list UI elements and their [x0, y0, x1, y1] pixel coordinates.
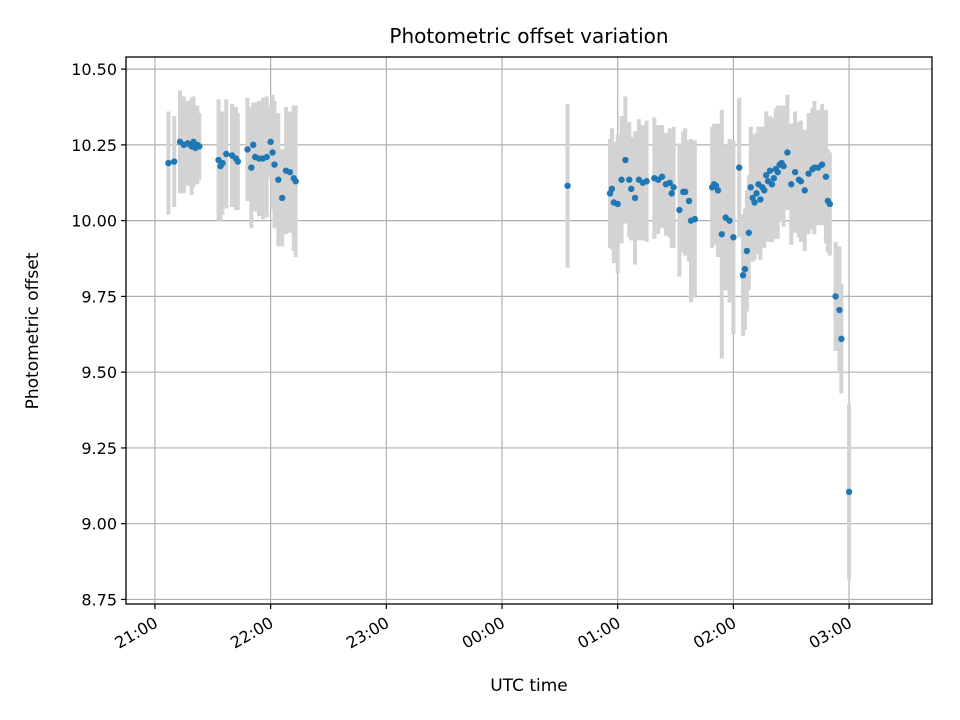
data-point: [797, 178, 805, 185]
data-point: [670, 184, 677, 191]
data-point: [292, 178, 299, 185]
data-point: [564, 182, 571, 189]
data-point: [171, 158, 178, 165]
y-axis-title: Photometric offset: [23, 252, 43, 409]
data-point: [745, 229, 753, 236]
data-point: [762, 171, 770, 179]
data-point: [627, 185, 635, 193]
data-point: [622, 156, 629, 164]
y-tick-label: 9.75: [81, 287, 117, 306]
plot-frame: [125, 56, 933, 605]
data-point: [618, 176, 625, 183]
x-tick-label: 23:00: [343, 613, 392, 653]
data-point: [219, 159, 226, 167]
data-point: [666, 179, 673, 186]
data-point: [801, 187, 808, 194]
data-point: [626, 176, 633, 183]
y-tick-label: 9.25: [81, 439, 117, 458]
data-point: [250, 141, 257, 149]
data-point: [845, 488, 853, 496]
chart-title: Photometric offset variation: [389, 24, 668, 48]
data-point: [267, 138, 274, 146]
data-point: [743, 247, 751, 255]
data-point: [822, 173, 830, 180]
x-tick-label: 02:00: [690, 613, 739, 653]
data-point: [735, 164, 743, 171]
data-point: [681, 188, 689, 196]
x-axis-title: UTC time: [490, 676, 568, 696]
data-point: [730, 234, 737, 241]
data-point: [826, 200, 834, 208]
data-point: [753, 190, 760, 197]
y-tick-label: 9.00: [81, 515, 117, 534]
data-point: [691, 215, 699, 223]
data-point: [269, 149, 276, 156]
data-point: [275, 176, 282, 183]
data-point: [818, 161, 826, 168]
data-point: [668, 190, 675, 197]
data-point: [286, 168, 294, 176]
data-point: [770, 175, 778, 182]
y-tick-label: 10.25: [71, 136, 117, 155]
data-point: [608, 185, 616, 193]
data-point: [223, 150, 230, 158]
data-point: [685, 197, 693, 205]
data-point: [658, 173, 666, 180]
y-tick-label: 8.75: [81, 590, 117, 609]
data-point: [805, 170, 812, 177]
y-tick-label: 9.50: [81, 363, 117, 382]
data-point: [780, 162, 787, 170]
data-point: [836, 306, 843, 314]
data-point: [766, 167, 774, 174]
y-tick-label: 10.00: [71, 212, 117, 231]
data-point: [768, 181, 776, 188]
data-point: [244, 146, 251, 153]
data-point: [757, 196, 764, 203]
data-point: [263, 153, 270, 161]
data-point: [784, 149, 791, 156]
data-point: [631, 194, 639, 202]
data-point: [832, 293, 839, 300]
x-tick-label: 00:00: [459, 613, 508, 653]
data-point: [726, 217, 733, 224]
data-point: [718, 231, 726, 238]
data-point: [774, 168, 781, 176]
data-point: [196, 143, 203, 150]
data-point: [271, 161, 278, 168]
data-point: [643, 178, 650, 185]
data-point: [234, 158, 242, 165]
data-point: [714, 187, 722, 194]
data-point: [614, 200, 621, 208]
data-point: [791, 168, 799, 176]
x-tick-label: 22:00: [227, 613, 276, 653]
x-tick-label: 21:00: [111, 613, 160, 653]
data-point: [751, 199, 758, 206]
data-point: [838, 335, 845, 343]
data-point: [676, 206, 683, 214]
x-tick-label: 03:00: [806, 613, 855, 653]
data-point: [278, 194, 286, 202]
data-point: [788, 181, 795, 188]
data-point: [248, 164, 255, 171]
data-point: [165, 159, 172, 167]
y-tick-label: 10.50: [71, 60, 117, 79]
data-point: [761, 187, 768, 194]
x-tick-label: 01:00: [574, 613, 623, 653]
data-point: [739, 271, 747, 279]
data-point: [741, 265, 749, 273]
point-layer: [165, 138, 853, 496]
data-point: [747, 184, 754, 191]
